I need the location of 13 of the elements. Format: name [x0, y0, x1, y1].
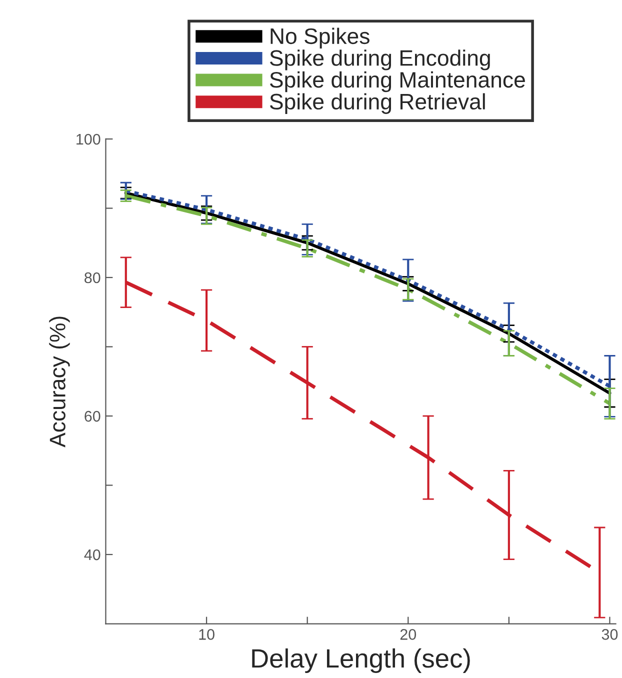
- x-tick-label: 10: [199, 629, 214, 640]
- legend-label: Spike during Maintenance: [270, 71, 525, 92]
- x-axis-title: Delay Length (sec): [252, 648, 470, 674]
- y-tick-label: 100: [76, 134, 100, 145]
- x-tick-label: 20: [400, 629, 416, 640]
- legend-label: Spike during Encoding: [270, 50, 490, 70]
- legend-label: No Spikes: [270, 28, 370, 48]
- y-tick-label: 80: [84, 272, 100, 284]
- legend-label: Spike during Retrieval: [270, 93, 485, 114]
- x-tick-label: 30: [602, 629, 618, 640]
- y-tick-label: 60: [84, 410, 100, 422]
- y-axis-title: Accuracy (%): [49, 316, 70, 448]
- y-tick-label: 40: [84, 549, 100, 560]
